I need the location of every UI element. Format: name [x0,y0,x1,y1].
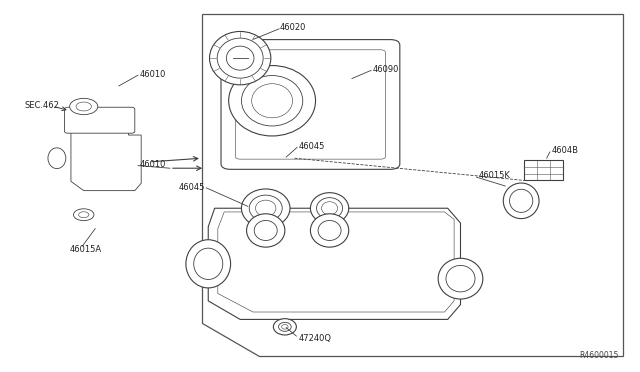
Ellipse shape [217,38,263,78]
Ellipse shape [241,76,303,126]
Text: 46045: 46045 [179,183,205,192]
Ellipse shape [310,214,349,247]
Ellipse shape [278,323,291,331]
Ellipse shape [209,32,271,85]
Ellipse shape [194,248,223,279]
Ellipse shape [227,46,254,70]
Text: SEC.462: SEC.462 [25,101,60,110]
Ellipse shape [254,221,277,240]
Ellipse shape [273,319,296,335]
Ellipse shape [446,265,475,292]
Text: R4600015: R4600015 [579,351,619,360]
Text: 46090: 46090 [372,65,399,74]
FancyBboxPatch shape [221,39,400,169]
Ellipse shape [186,240,230,288]
Ellipse shape [246,214,285,247]
Text: 46010: 46010 [140,160,166,169]
Ellipse shape [317,198,342,219]
Ellipse shape [252,84,292,118]
Ellipse shape [255,200,276,217]
Polygon shape [208,208,461,320]
Ellipse shape [48,148,66,169]
Text: 46015K: 46015K [478,171,510,180]
Ellipse shape [70,98,98,115]
Text: 46045: 46045 [298,142,324,151]
Ellipse shape [310,193,349,224]
Ellipse shape [438,258,483,299]
Ellipse shape [318,221,341,240]
Text: 46015A: 46015A [70,244,102,253]
Ellipse shape [76,102,92,111]
Ellipse shape [509,189,532,212]
FancyBboxPatch shape [65,107,135,133]
Ellipse shape [79,212,89,218]
Ellipse shape [321,202,338,215]
Ellipse shape [228,65,316,136]
FancyBboxPatch shape [524,160,563,180]
Polygon shape [202,14,623,356]
Ellipse shape [241,189,290,228]
Ellipse shape [74,209,94,221]
Ellipse shape [249,195,282,221]
Text: 46010: 46010 [140,70,166,78]
Text: 47240Q: 47240Q [298,334,332,343]
Polygon shape [71,124,141,190]
Ellipse shape [503,183,539,219]
Ellipse shape [282,324,288,329]
Text: 4604B: 4604B [552,146,579,155]
Text: 46020: 46020 [280,23,306,32]
